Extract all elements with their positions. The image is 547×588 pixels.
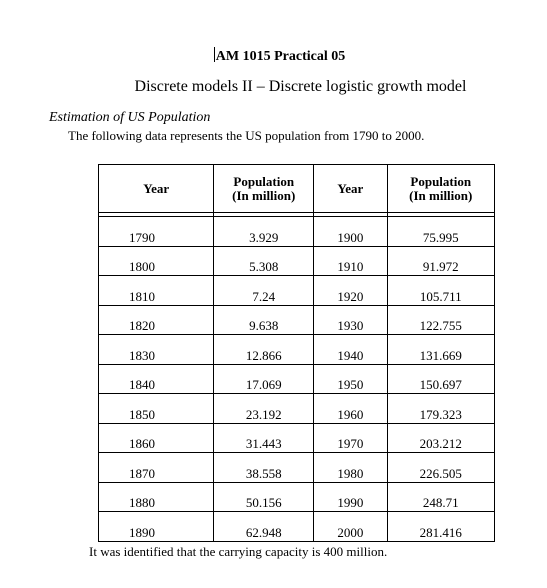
cell-year-1: 1890 bbox=[97, 511, 215, 542]
cell-year-2: 1980 bbox=[313, 452, 388, 483]
header-population-2-line1: Population bbox=[410, 174, 472, 189]
table-row: 1830 12.866 1940 131.669 bbox=[97, 334, 495, 365]
cell-population-2: 248.71 bbox=[386, 481, 495, 512]
cell-population-1: 17.069 bbox=[213, 363, 315, 394]
cell-population-1: 5.308 bbox=[213, 245, 315, 276]
cell-year-2: 1920 bbox=[313, 275, 388, 306]
table-row: 1800 5.308 1910 91.972 bbox=[97, 245, 495, 276]
cell-year-1: 1820 bbox=[97, 304, 215, 335]
table-spacer-row bbox=[97, 212, 495, 217]
cell-population-2: 75.995 bbox=[386, 216, 495, 247]
cell-population-1: 7.24 bbox=[213, 275, 315, 306]
cell-population-1: 9.638 bbox=[213, 304, 315, 335]
cell-population-1: 50.156 bbox=[213, 481, 315, 512]
header-year-2-label: Year bbox=[337, 181, 364, 196]
cell-population-2: 203.212 bbox=[386, 422, 495, 453]
spacer-cell bbox=[313, 212, 388, 217]
cell-population-1: 31.443 bbox=[213, 422, 315, 453]
header-population-1-line2: (In million) bbox=[232, 188, 296, 203]
cell-year-2: 2000 bbox=[313, 511, 388, 542]
cell-population-2: 281.416 bbox=[386, 511, 495, 542]
population-table: Year Population (In million) Year Popula… bbox=[97, 164, 495, 542]
header-population-1-line1: Population bbox=[233, 174, 295, 189]
cell-year-1: 1830 bbox=[97, 334, 215, 365]
cell-year-1: 1800 bbox=[97, 245, 215, 276]
table-row: 1820 9.638 1930 122.755 bbox=[97, 304, 495, 335]
cell-year-1: 1880 bbox=[97, 481, 215, 512]
spacer-cell bbox=[386, 212, 495, 217]
spacer-cell bbox=[97, 212, 215, 217]
table-body: 1790 3.929 1900 75.995 1800 5.308 1910 91.972 18… bbox=[97, 212, 495, 542]
table-row: 1790 3.929 1900 75.995 bbox=[97, 216, 495, 247]
cell-year-1: 1790 bbox=[97, 216, 215, 247]
cell-population-2: 131.669 bbox=[386, 334, 495, 365]
cell-year-2: 1930 bbox=[313, 304, 388, 335]
table-row: 1880 50.156 1990 248.71 bbox=[97, 481, 495, 512]
closing-text: It was identified that the carrying capa… bbox=[89, 544, 388, 559]
cell-year-2: 1970 bbox=[313, 422, 388, 453]
section-heading: Estimation of US Population bbox=[49, 110, 211, 125]
header-population-2: Population (In million) bbox=[386, 164, 495, 213]
header-population-1: Population (In million) bbox=[213, 164, 315, 213]
cell-year-2: 1900 bbox=[313, 216, 388, 247]
table-row: 1870 38.558 1980 226.505 bbox=[97, 452, 495, 483]
cell-population-2: 226.505 bbox=[386, 452, 495, 483]
cell-population-1: 38.558 bbox=[213, 452, 315, 483]
cell-year-1: 1840 bbox=[97, 363, 215, 394]
cell-year-2: 1960 bbox=[313, 393, 388, 424]
cell-population-1: 12.866 bbox=[213, 334, 315, 365]
cell-year-1: 1810 bbox=[97, 275, 215, 306]
table-row: 1810 7.24 1920 105.711 bbox=[97, 275, 495, 306]
cell-year-1: 1870 bbox=[97, 452, 215, 483]
cell-population-2: 122.755 bbox=[386, 304, 495, 335]
table-row: 1890 62.948 2000 281.416 bbox=[97, 511, 495, 542]
table-row: 1850 23.192 1960 179.323 bbox=[97, 393, 495, 424]
header-year-1: Year bbox=[97, 164, 215, 213]
cell-year-1: 1860 bbox=[97, 422, 215, 453]
cell-year-1: 1850 bbox=[97, 393, 215, 424]
page-title-text: AM 1015 Practical 05 bbox=[215, 49, 346, 64]
cell-population-2: 91.972 bbox=[386, 245, 495, 276]
page-subtitle: Discrete models II – Discrete logistic g… bbox=[134, 78, 467, 95]
cell-population-2: 105.711 bbox=[386, 275, 495, 306]
page-title: AM 1015 Practical 05 bbox=[0, 47, 547, 65]
cell-population-2: 150.697 bbox=[386, 363, 495, 394]
cell-population-1: 62.948 bbox=[213, 511, 315, 542]
table-header-row: Year Population (In million) Year Popula… bbox=[97, 164, 495, 213]
cell-year-2: 1910 bbox=[313, 245, 388, 276]
table-row: 1860 31.443 1970 203.212 bbox=[97, 422, 495, 453]
cell-year-2: 1940 bbox=[313, 334, 388, 365]
header-year-2: Year bbox=[313, 164, 388, 213]
cell-year-2: 1990 bbox=[313, 481, 388, 512]
header-year-1-label: Year bbox=[143, 181, 170, 196]
intro-text: The following data represents the US pop… bbox=[68, 128, 425, 143]
cell-population-1: 3.929 bbox=[213, 216, 315, 247]
cell-year-2: 1950 bbox=[313, 363, 388, 394]
cell-population-2: 179.323 bbox=[386, 393, 495, 424]
header-population-2-line2: (In million) bbox=[409, 188, 473, 203]
text-cursor bbox=[213, 47, 215, 62]
cell-population-1: 23.192 bbox=[213, 393, 315, 424]
table-row: 1840 17.069 1950 150.697 bbox=[97, 363, 495, 394]
